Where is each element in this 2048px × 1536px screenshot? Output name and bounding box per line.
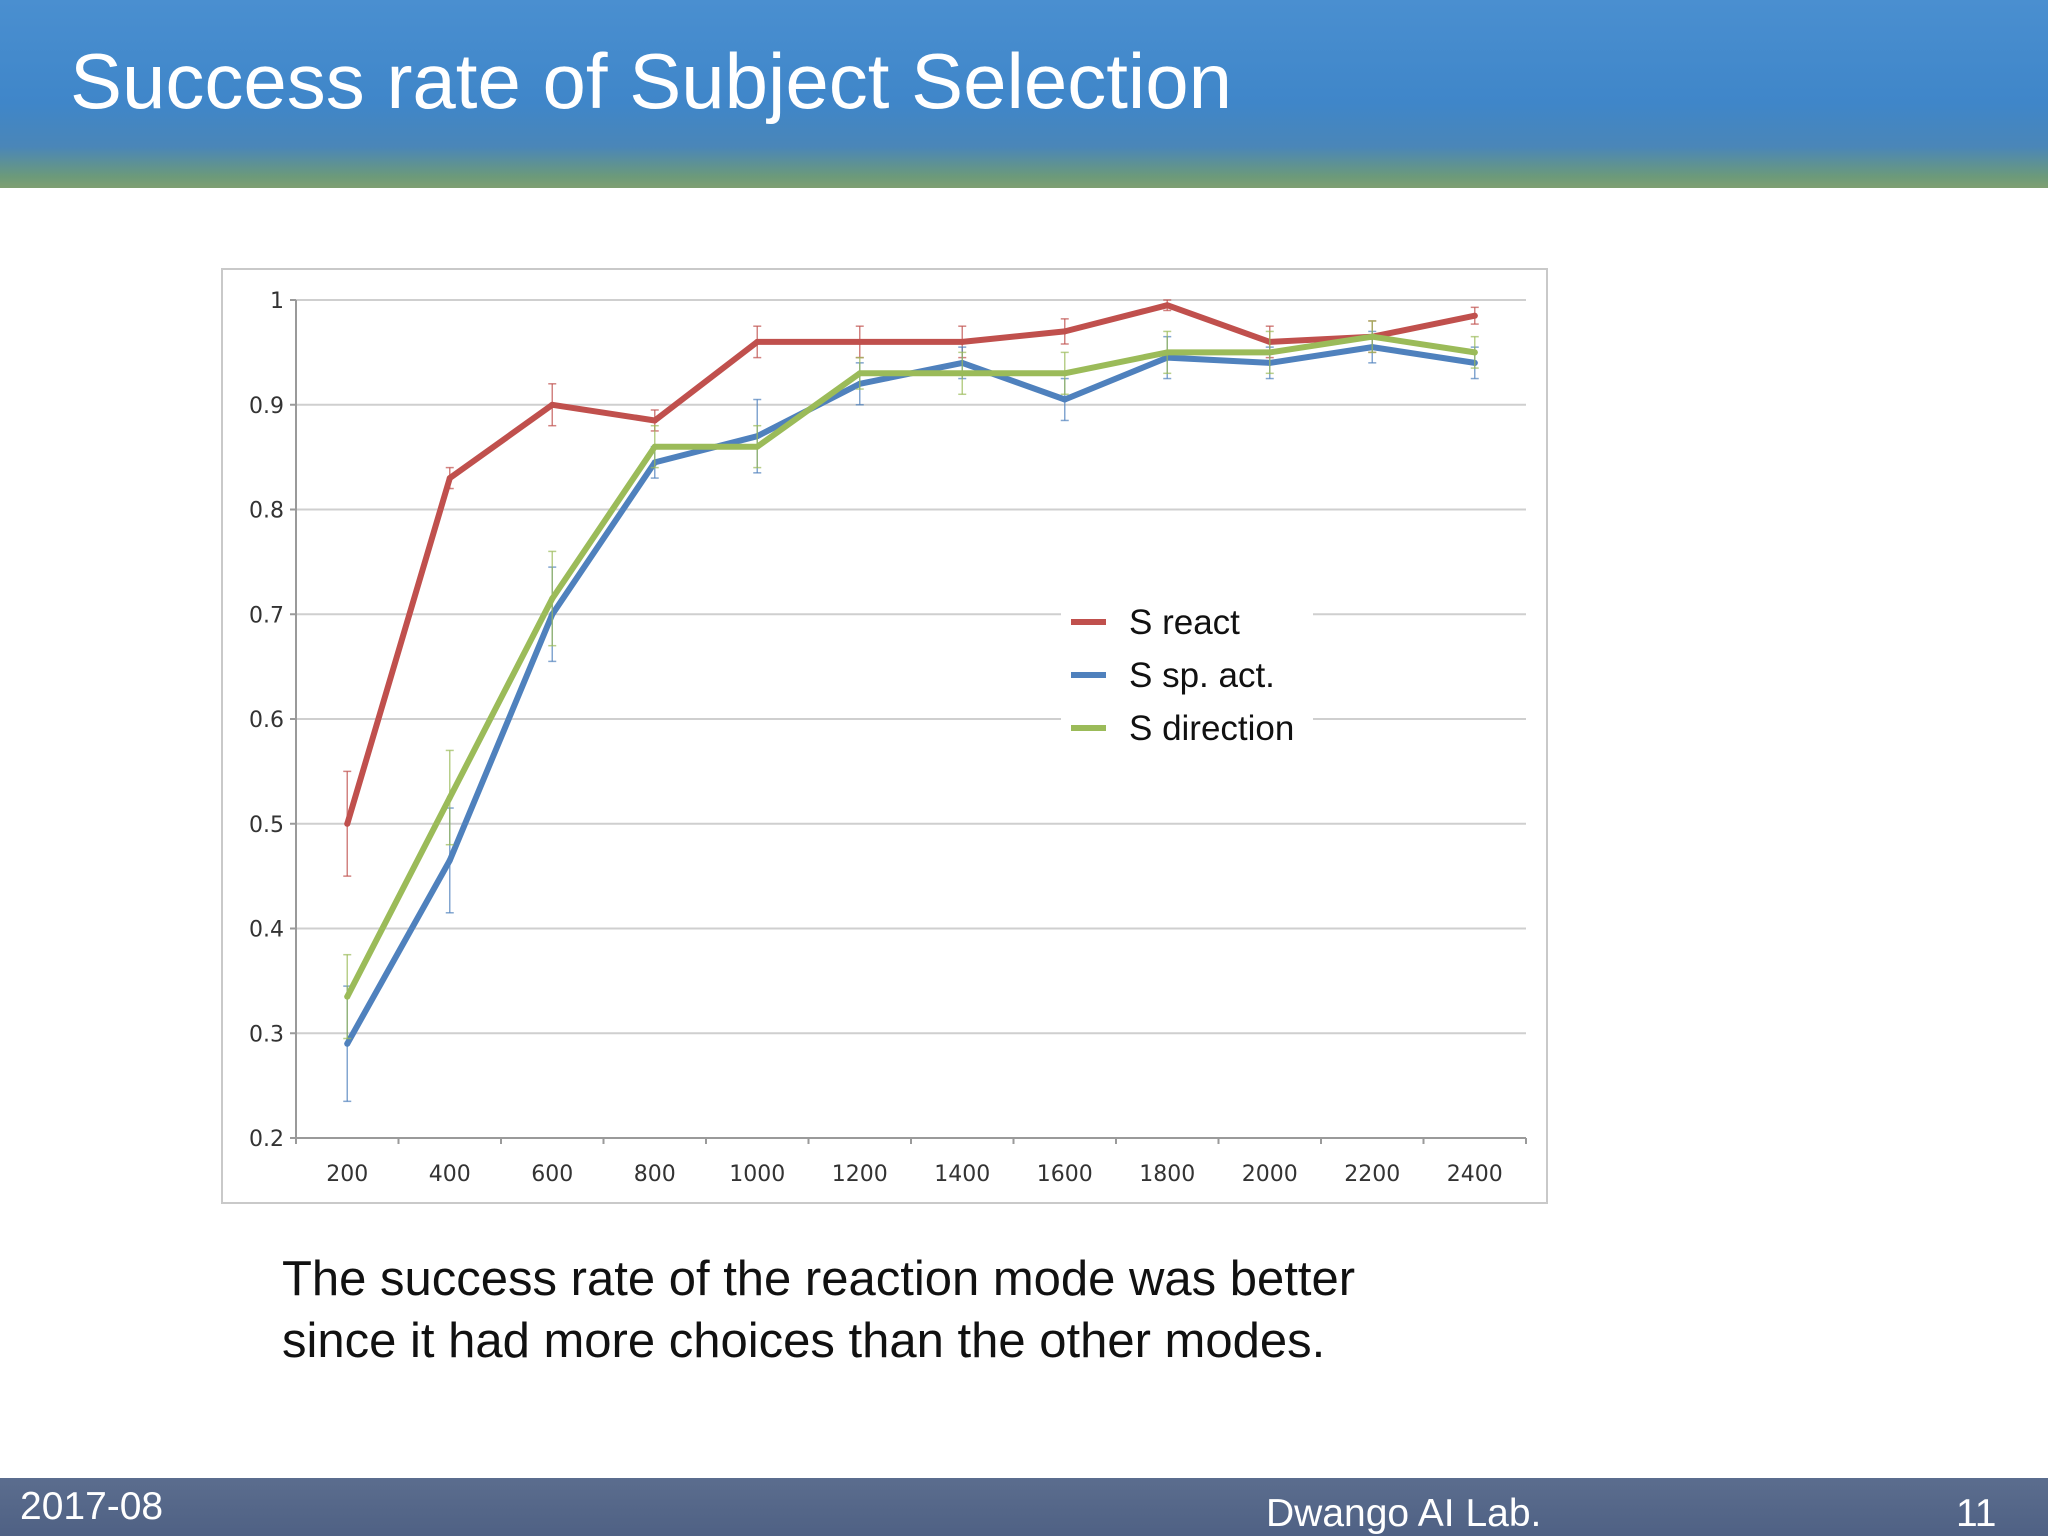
footer-organization: Dwango AI Lab. xyxy=(1266,1492,1542,1535)
caption-line-1: The success rate of the reaction mode wa… xyxy=(282,1252,1356,1306)
legend-label: S direction xyxy=(1129,709,1294,748)
data-point xyxy=(1164,302,1171,309)
data-point xyxy=(344,993,351,1000)
x-tick-label: 2400 xyxy=(1447,1162,1503,1187)
data-point xyxy=(549,595,556,602)
legend: S react S sp. act. S direction xyxy=(1061,596,1313,748)
data-point xyxy=(754,443,761,450)
y-tick-label: 0.8 xyxy=(249,499,284,524)
data-point xyxy=(344,1040,351,1047)
caption-line-2: since it had more choices than the other… xyxy=(282,1314,1326,1368)
data-point xyxy=(959,370,966,377)
x-tick-label: 200 xyxy=(326,1162,368,1187)
data-point xyxy=(1471,349,1478,356)
slide-caption: The success rate of the reaction mode wa… xyxy=(282,1248,1582,1372)
data-point xyxy=(446,857,453,864)
data-point xyxy=(856,338,863,345)
x-tick-label: 2000 xyxy=(1242,1162,1298,1187)
x-tick-label: 400 xyxy=(429,1162,471,1187)
data-point xyxy=(651,417,658,424)
data-point xyxy=(446,475,453,482)
y-tick-label: 0.5 xyxy=(249,813,284,838)
y-tick-label: 1 xyxy=(270,289,284,314)
series-s-react xyxy=(343,299,1479,877)
series-line xyxy=(344,333,1478,1000)
data-point xyxy=(1471,312,1478,319)
slide-footer: 2017-08 Dwango AI Lab. 11 xyxy=(0,1478,2048,1536)
data-point xyxy=(959,338,966,345)
data-point xyxy=(446,794,453,801)
data-point xyxy=(549,401,556,408)
line-chart: 0.2 0.3 0.4 0.5 0.6 0.7 0.8 0.9 1 200 400 600 800 100… xyxy=(221,268,1548,1204)
x-tick-label: 600 xyxy=(531,1162,573,1187)
y-tick-label: 0.2 xyxy=(249,1127,284,1152)
data-point xyxy=(344,820,351,827)
series-s-direction xyxy=(343,320,1479,1040)
y-tick-label: 0.7 xyxy=(249,603,284,628)
data-point xyxy=(1266,349,1273,356)
data-point xyxy=(1061,328,1068,335)
data-point xyxy=(1061,396,1068,403)
series-line xyxy=(344,302,1478,827)
legend-label: S react xyxy=(1129,603,1240,642)
slide-header: Success rate of Subject Selection xyxy=(0,0,2048,188)
x-tick-label: 2200 xyxy=(1344,1162,1400,1187)
legend-label: S sp. act. xyxy=(1129,656,1275,695)
y-tick-label: 0.3 xyxy=(249,1022,284,1047)
slide-title: Success rate of Subject Selection xyxy=(70,37,1232,125)
x-tick-label: 1000 xyxy=(729,1162,785,1187)
x-tick-label: 800 xyxy=(634,1162,676,1187)
data-point xyxy=(1061,370,1068,377)
x-tick-label: 1600 xyxy=(1037,1162,1093,1187)
data-point xyxy=(1164,349,1171,356)
x-tick-label: 1200 xyxy=(832,1162,888,1187)
y-tick-label: 0.4 xyxy=(249,918,284,943)
data-point xyxy=(1369,333,1376,340)
x-tick-label: 1800 xyxy=(1139,1162,1195,1187)
footer-date: 2017-08 xyxy=(20,1485,164,1528)
data-point xyxy=(754,338,761,345)
footer-page-number: 11 xyxy=(1956,1492,1997,1535)
x-tick-label: 1400 xyxy=(934,1162,990,1187)
data-point xyxy=(651,443,658,450)
y-tick-label: 0.9 xyxy=(249,394,284,419)
data-point xyxy=(856,370,863,377)
y-tick-label: 0.6 xyxy=(249,708,284,733)
